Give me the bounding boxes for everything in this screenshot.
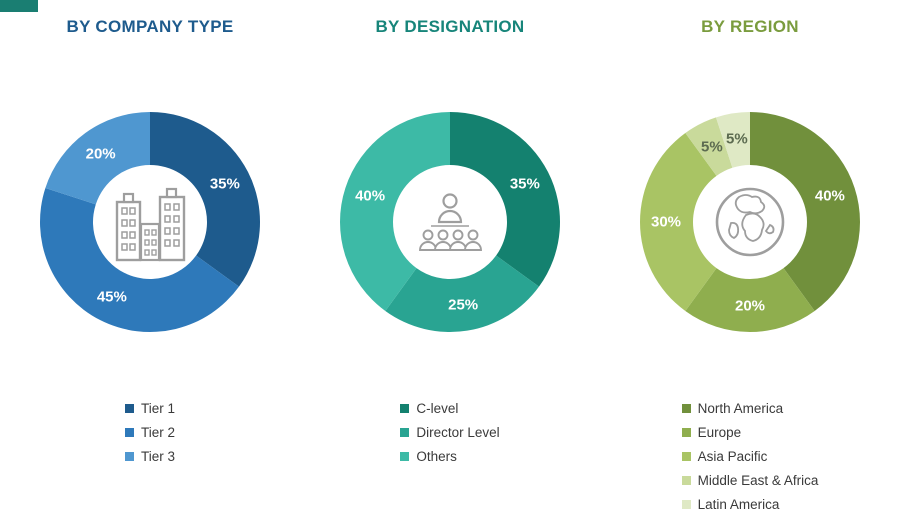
legend-item-tier-2: Tier 2 (124, 420, 175, 444)
legend-item-latin-america: Latin America (681, 492, 819, 516)
designation-chart-section: BY DESIGNATION 35% 25% 40% (300, 16, 600, 516)
legend-swatch (681, 427, 691, 437)
globe-icon (713, 185, 787, 259)
region-chart-section: BY REGION 40% 20% 30% 5% 5% North America Eur… (600, 16, 900, 516)
pct-label-tier-1: 35% (210, 175, 240, 192)
donut-segment-tier-2 (40, 188, 239, 332)
donut-chart: 40% 20% 30% 5% 5% (640, 112, 860, 332)
donut-chart-wrap: 40% 20% 30% 5% 5% (630, 102, 870, 342)
legend-label: Tier 2 (140, 424, 175, 440)
legend-item-europe: Europe (681, 420, 819, 444)
donut-segment-others (340, 112, 450, 311)
pct-label-tier-3: 20% (86, 146, 116, 163)
pct-label-tier-2: 45% (97, 288, 127, 305)
donut-chart: 35% 25% 40% (340, 112, 560, 332)
legend-item-director-level: Director Level (400, 420, 500, 444)
legend-label: Middle East & Africa (697, 472, 819, 488)
legend-label: Tier 3 (140, 448, 175, 464)
legend-swatch (124, 403, 134, 413)
buildings-icon (108, 182, 192, 262)
donut-segment-north-america (750, 112, 860, 311)
legend-swatch (124, 451, 134, 461)
legend-label: Latin America (697, 496, 780, 512)
chart-title: BY COMPANY TYPE (66, 17, 234, 36)
legend: Tier 1 Tier 2 Tier 3 (124, 396, 175, 468)
chart-title: BY REGION (701, 17, 799, 36)
legend-swatch (124, 427, 134, 437)
pct-label-europe: 20% (735, 298, 765, 315)
donut-segment-c-level (450, 112, 560, 287)
legend-swatch (681, 451, 691, 461)
pct-label-asia-pacific: 30% (651, 214, 681, 231)
corner-accent (0, 0, 38, 12)
legend-label: Director Level (416, 424, 500, 440)
legend-label: Asia Pacific (697, 448, 768, 464)
legend-label: C-level (416, 400, 459, 416)
legend-item-north-america: North America (681, 396, 819, 420)
legend-item-middle-east-africa: Middle East & Africa (681, 468, 819, 492)
legend: North America Europe Asia Pacific Middle Ea… (681, 396, 819, 516)
pct-label-c-level: 35% (510, 175, 540, 192)
legend-label: North America (697, 400, 784, 416)
legend-swatch (400, 403, 410, 413)
pct-label-latin-america: 5% (726, 131, 748, 148)
legend-swatch (400, 451, 410, 461)
donut-segment-europe (685, 268, 815, 332)
legend-label: Others (416, 448, 457, 464)
pct-label-director-level: 25% (448, 296, 478, 313)
company-type-chart-section: BY COMPANY TYPE 35% 45% 20% (0, 16, 300, 516)
legend-label: Europe (697, 424, 742, 440)
legend-item-tier-3: Tier 3 (124, 444, 175, 468)
org-people-icon (417, 192, 483, 252)
legend-swatch (681, 475, 691, 485)
donut-segment-tier-1 (150, 112, 260, 287)
legend-swatch (400, 427, 410, 437)
pct-label-middle-east-africa: 5% (701, 139, 723, 156)
pct-label-others: 40% (355, 188, 385, 205)
donut-chart-wrap: 35% 45% 20% (30, 102, 270, 342)
donut-segment-asia-pacific (640, 133, 717, 311)
legend-swatch (681, 403, 691, 413)
chart-title: BY DESIGNATION (375, 17, 525, 36)
legend-item-c-level: C-level (400, 396, 499, 420)
legend-swatch (681, 499, 691, 509)
legend-item-asia-pacific: Asia Pacific (681, 444, 819, 468)
donut-segment-director-level (385, 255, 539, 332)
donut-segment-middle-east-africa (685, 117, 733, 176)
legend: C-level Director Level Others (400, 396, 500, 468)
donut-segment-latin-america (716, 112, 750, 168)
donut-chart: 35% 45% 20% (40, 112, 260, 332)
pct-label-north-america: 40% (815, 188, 845, 205)
donut-chart-wrap: 35% 25% 40% (330, 102, 570, 342)
legend-label: Tier 1 (140, 400, 175, 416)
legend-item-tier-1: Tier 1 (124, 396, 175, 420)
donut-segment-tier-3 (45, 112, 150, 205)
legend-item-others: Others (400, 444, 499, 468)
